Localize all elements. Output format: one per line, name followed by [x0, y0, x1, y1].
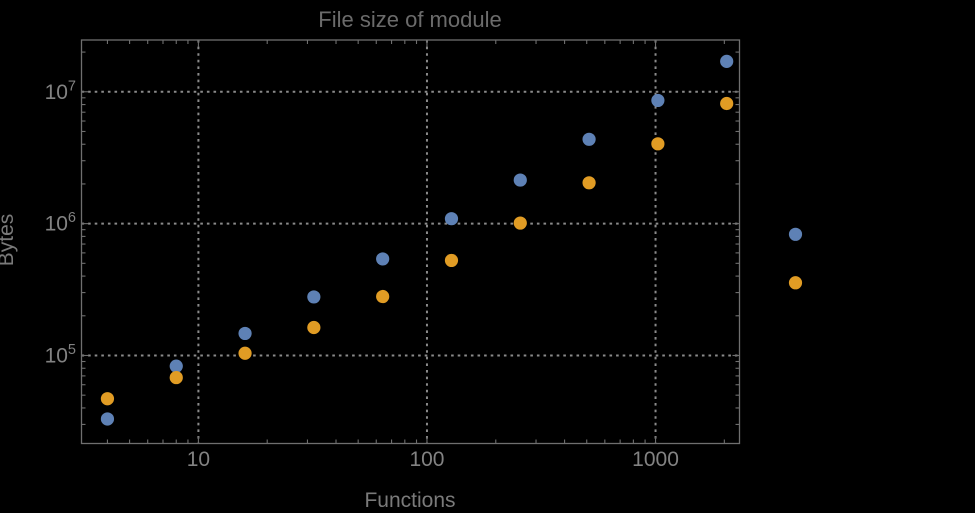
data-point-series-2-orange — [444, 253, 459, 268]
data-point-series-1-blue — [307, 290, 321, 304]
chart-title: File size of module — [318, 7, 501, 32]
y-axis-label: Bytes — [0, 214, 18, 267]
x-axis-label: Functions — [364, 489, 455, 512]
data-point-series-2-orange — [376, 289, 390, 304]
data-point-series-2-orange — [307, 320, 321, 335]
data-point-series-1-blue — [444, 212, 459, 226]
data-point-series-1-blue — [788, 227, 803, 241]
data-point-series-1-blue — [169, 359, 183, 373]
data-point-series-1-blue — [376, 252, 390, 266]
data-point-series-2-orange — [582, 176, 596, 190]
data-point-series-2-orange — [651, 137, 665, 151]
x-tick-label: 1000 — [632, 448, 679, 471]
plot-frame — [80, 39, 741, 445]
data-point-series-1-blue — [582, 132, 596, 146]
plot-frame-group — [80, 39, 741, 445]
data-point-series-1-blue — [513, 173, 527, 187]
data-point-series-2-orange — [238, 346, 252, 360]
x-tick-label: 100 — [409, 448, 444, 471]
data-point-series-1-blue — [720, 54, 734, 68]
data-point-series-2-orange — [169, 370, 183, 385]
y-tick-label: 106 — [45, 210, 76, 236]
x-tick-label: 10 — [187, 448, 210, 471]
data-point-series-2-orange — [100, 392, 115, 406]
data-point-series-1-blue — [100, 412, 115, 426]
data-points-group — [100, 54, 803, 426]
data-point-series-1-blue — [238, 326, 252, 341]
data-point-series-2-orange — [513, 216, 527, 230]
y-tick-label: 107 — [45, 78, 76, 104]
y-tick-label: 105 — [45, 342, 76, 368]
gridlines-group — [81, 40, 740, 444]
ticks-group — [81, 40, 740, 444]
data-point-series-2-orange — [720, 96, 734, 111]
tick-labels-group: 10 100 1000 105 106 107 — [45, 78, 679, 471]
data-point-series-1-blue — [651, 93, 665, 108]
data-point-series-2-orange — [788, 276, 803, 290]
